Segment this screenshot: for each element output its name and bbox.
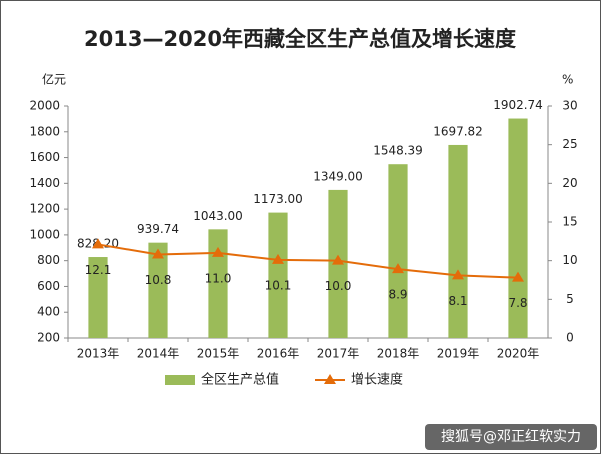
bar-value-label: 1902.74 <box>493 98 543 112</box>
y-tick-label: 1200 <box>29 202 60 216</box>
y-tick-label: 800 <box>37 253 60 267</box>
y-tick-label: 1000 <box>29 227 60 241</box>
line-value-label: 11.0 <box>205 271 232 285</box>
marker <box>512 271 524 282</box>
x-tick-label: 2020年 <box>497 347 540 361</box>
watermark-bg <box>425 424 597 450</box>
legend-label: 增长速度 <box>351 372 403 388</box>
x-tick-label: 2014年 <box>137 347 180 361</box>
marker <box>152 248 164 259</box>
bar <box>268 212 288 338</box>
bar-value-label: 1548.39 <box>373 144 423 158</box>
legend-swatch <box>165 375 195 385</box>
bar <box>388 164 408 338</box>
y-tick-label: 200 <box>37 331 60 345</box>
y-tick-label: 400 <box>37 305 60 319</box>
y2-tick-label: 15 <box>562 215 577 229</box>
line-value-label: 7.8 <box>508 296 527 310</box>
bar <box>448 144 468 338</box>
legend-label: 全区生产总值 <box>201 372 279 388</box>
marker <box>452 269 464 280</box>
line-value-label: 10.1 <box>265 278 292 292</box>
marker <box>332 254 344 265</box>
line-value-label: 8.9 <box>388 288 407 302</box>
x-tick-label: 2016年 <box>257 347 300 361</box>
y2-tick-label: 25 <box>562 137 577 151</box>
x-tick-label: 2018年 <box>377 347 420 361</box>
x-tick-label: 2013年 <box>77 347 120 361</box>
y2-tick-label: 0 <box>566 331 574 345</box>
line-value-label: 10.0 <box>325 279 352 293</box>
marker <box>92 238 104 249</box>
x-tick-label: 2015年 <box>197 347 240 361</box>
y2-tick-label: 5 <box>566 292 574 306</box>
y-tick-label: 1800 <box>29 124 60 138</box>
marker <box>272 253 284 264</box>
y-tick-label: 600 <box>37 279 60 293</box>
y2-tick-label: 10 <box>562 253 577 267</box>
bar-value-label: 1173.00 <box>253 192 303 206</box>
legend-marker <box>324 374 336 384</box>
bar-value-label: 1349.00 <box>313 169 363 183</box>
bar-value-label: 939.74 <box>137 222 179 236</box>
line-value-label: 8.1 <box>448 294 467 308</box>
line-value-label: 12.1 <box>85 263 112 277</box>
y-tick-label: 2000 <box>29 99 60 113</box>
bar-value-label: 1043.00 <box>193 209 243 223</box>
bar-value-label: 1697.82 <box>433 124 483 138</box>
y-unit: 亿元 <box>42 72 66 87</box>
y2-unit: % <box>562 73 573 87</box>
y-tick-label: 1600 <box>29 150 60 164</box>
watermark: 搜狐号@邓正红软实力 <box>441 429 581 445</box>
marker <box>212 246 224 257</box>
y2-tick-label: 30 <box>562 99 577 113</box>
y2-tick-label: 20 <box>562 176 577 190</box>
y-tick-label: 1400 <box>29 176 60 190</box>
line <box>97 243 519 279</box>
bar <box>148 242 168 338</box>
line-value-label: 10.8 <box>145 273 172 287</box>
x-tick-label: 2019年 <box>437 347 480 361</box>
x-tick-label: 2017年 <box>317 347 360 361</box>
marker <box>392 263 404 274</box>
bar <box>88 257 108 338</box>
bar <box>508 118 528 338</box>
chart-title: 2013—2020年西藏全区生产总值及增长速度 <box>84 27 516 51</box>
